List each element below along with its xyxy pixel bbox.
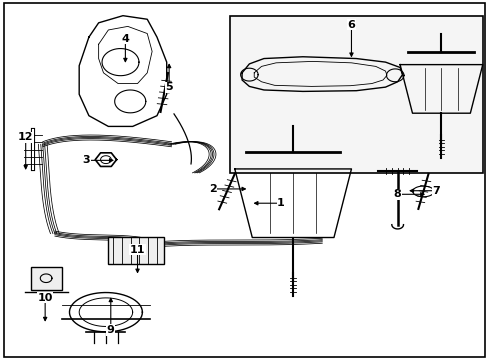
- Text: 3: 3: [82, 156, 90, 165]
- Bar: [229, 16, 482, 173]
- Text: 12: 12: [18, 132, 33, 142]
- Text: 6: 6: [347, 19, 355, 30]
- Text: 9: 9: [107, 325, 115, 335]
- Text: 5: 5: [165, 82, 173, 92]
- Text: 1: 1: [277, 198, 284, 208]
- Text: 10: 10: [38, 293, 53, 303]
- Text: 7: 7: [432, 186, 440, 196]
- Text: 4: 4: [121, 34, 129, 44]
- Text: 8: 8: [393, 189, 401, 199]
- Text: 11: 11: [129, 245, 145, 255]
- Text: 2: 2: [208, 184, 216, 194]
- Bar: [108, 237, 164, 264]
- Bar: [30, 267, 61, 290]
